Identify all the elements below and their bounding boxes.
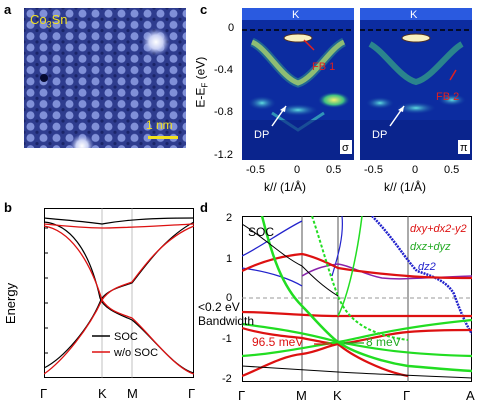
gap-8-label: 8 meV	[366, 335, 401, 349]
right-k-label: K	[410, 9, 418, 21]
d-xtick-a: A	[466, 388, 475, 403]
d-ytick-1: 1	[226, 253, 233, 265]
scale-bar-label: 1 nm	[146, 118, 173, 132]
c-right-xtick-3: 0.5	[444, 164, 460, 176]
orb-xy-label: dxy+dx2-y2	[410, 223, 467, 235]
d-ytick-2: 2	[226, 212, 233, 224]
b-xtick-m: M	[127, 386, 138, 401]
c-ytick-0: 0	[228, 22, 235, 34]
bandwidth-annotation: <0.2 eV Bandwidth	[198, 300, 255, 328]
gap-96-label: 96.5 meV	[252, 335, 303, 349]
right-dp-label: DP	[372, 129, 387, 141]
arpes-left: K FB 1 DP σ	[242, 8, 354, 160]
c-right-xlabel: k// (1/Å)	[384, 180, 427, 194]
soc-label: SOC	[248, 225, 274, 239]
b-xtick-k: K	[98, 386, 107, 401]
c-ytick-1: -0.4	[214, 64, 233, 76]
fb2-label: FB 2	[436, 91, 459, 103]
band-schematic: SOC w/o SOC	[44, 208, 194, 378]
d-xtick-gamma1: Γ	[238, 388, 246, 403]
stm-image	[24, 8, 186, 148]
panel-b-ylabel: Energy	[3, 282, 19, 325]
fb1-label: FB 1	[312, 61, 335, 73]
legend-soc: SOC	[114, 331, 138, 343]
panel-c-label: c	[200, 2, 208, 17]
c-right-xtick-2: 0	[412, 164, 419, 176]
c-left-xtick-2: 0	[294, 164, 301, 176]
d-xtick-k: K	[333, 388, 342, 403]
c-left-xtick-3: 0.5	[326, 164, 342, 176]
dft-bands: SOC dxy+dx2-y2 dxz+dyz dz2 96.5 meV 8 me…	[242, 216, 472, 382]
panel-a-label: a	[4, 2, 12, 17]
b-xtick-gamma1: Γ	[40, 386, 48, 401]
left-dp-label: DP	[254, 129, 269, 141]
b-xtick-gamma2: Γ	[188, 386, 196, 401]
d-xtick-m: M	[296, 388, 307, 403]
sigma-label: σ	[342, 142, 349, 154]
material-label: Co3Sn	[30, 12, 68, 30]
c-left-xtick-1: -0.5	[246, 164, 265, 176]
c-right-xtick-1: -0.5	[364, 164, 383, 176]
d-ytick-0: 0	[226, 292, 233, 304]
legend-wo-soc: w/o SOC	[113, 347, 158, 359]
scale-bar	[148, 136, 178, 139]
panel-d-label: d	[200, 200, 208, 215]
left-k-label: K	[292, 9, 300, 21]
d-xtick-gamma2: Γ	[403, 388, 411, 403]
panel-c-ylabel: E-EF (eV)	[193, 56, 210, 108]
arpes-right: K FB 2 DP π	[360, 8, 472, 160]
orb-z2-label: dz2	[418, 261, 436, 273]
d-ytick-m2: -2	[222, 373, 232, 385]
orb-xz-label: dxz+dyz	[410, 241, 451, 253]
d-ytick-m1: -1	[222, 333, 232, 345]
pi-label: π	[460, 142, 468, 154]
c-left-xlabel: k// (1/Å)	[264, 180, 307, 194]
c-ytick-3: -1.2	[214, 149, 233, 161]
panel-b-label: b	[4, 200, 12, 215]
c-ytick-2: -0.8	[214, 106, 233, 118]
